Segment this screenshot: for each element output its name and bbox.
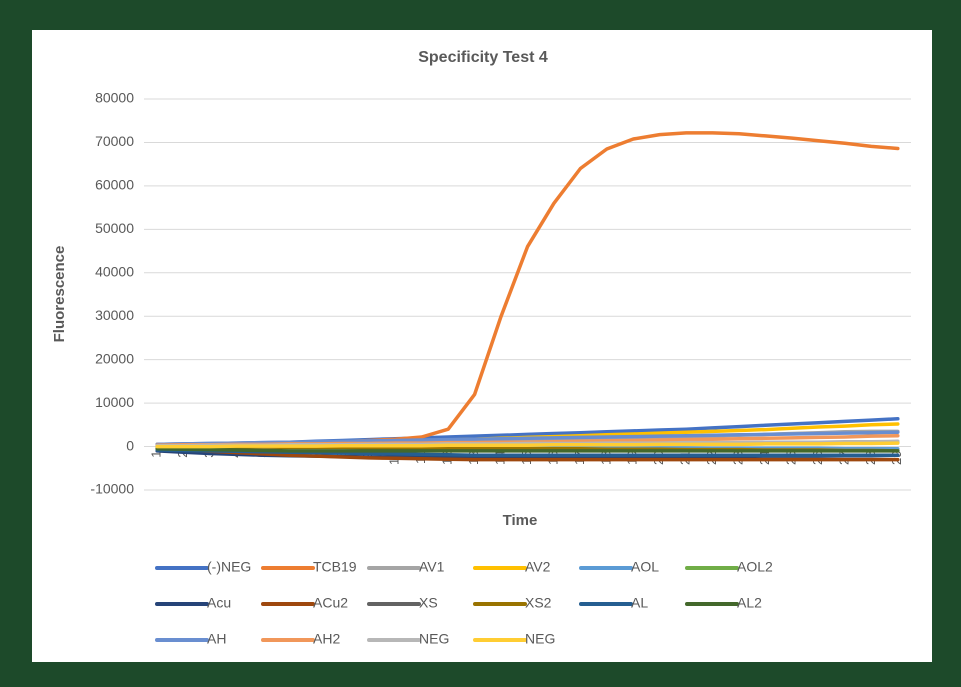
legend-label: AL <box>631 595 648 611</box>
legend-label: XS <box>419 595 438 611</box>
legend-label: AV2 <box>525 559 551 575</box>
legend-label: AH <box>207 631 226 647</box>
legend-label: AOL <box>631 559 659 575</box>
legend-label: AL2 <box>737 595 762 611</box>
chart-title: Specificity Test 4 <box>418 49 548 66</box>
legend-label: NEG <box>525 631 555 647</box>
legend-label: Acu <box>207 595 231 611</box>
y-tick-label: 0 <box>126 437 134 453</box>
legend-label: ACu2 <box>313 595 348 611</box>
x-tick-label: 28 <box>863 451 878 465</box>
legend-label: TCB19 <box>313 559 357 575</box>
y-tick-label: 80000 <box>95 90 134 106</box>
x-tick-label: 27 <box>836 451 851 465</box>
y-tick-label: 40000 <box>95 263 134 279</box>
x-tick-label: 29 <box>889 451 904 465</box>
legend-label: (-)NEG <box>207 559 251 575</box>
y-axis-title: Fluorescence <box>51 246 68 343</box>
y-tick-label: 50000 <box>95 220 134 236</box>
y-tick-label: 10000 <box>95 394 134 410</box>
y-tick-label: 60000 <box>95 177 134 193</box>
y-tick-label: 70000 <box>95 133 134 149</box>
y-tick-label: -10000 <box>90 481 134 497</box>
legend-label: XS2 <box>525 595 552 611</box>
chart: Specificity Test 4 Time Fluorescence -10… <box>0 0 961 687</box>
legend-label: AH2 <box>313 631 340 647</box>
legend-label: AV1 <box>419 559 445 575</box>
legend-label: NEG <box>419 631 449 647</box>
y-tick-label: 20000 <box>95 350 134 366</box>
x-axis-title: Time <box>503 512 538 529</box>
y-tick-label: 30000 <box>95 307 134 323</box>
page: {"chart_data": {"type": "line", "title":… <box>0 0 961 687</box>
legend-label: AOL2 <box>737 559 773 575</box>
